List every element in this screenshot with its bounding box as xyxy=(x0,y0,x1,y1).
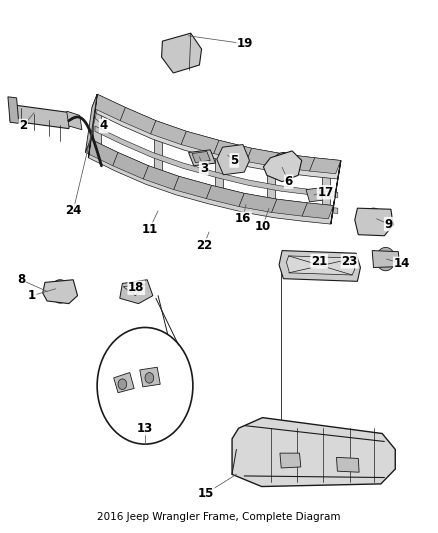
Text: 19: 19 xyxy=(237,37,253,50)
Circle shape xyxy=(282,174,285,178)
Text: 21: 21 xyxy=(311,255,327,268)
Polygon shape xyxy=(279,251,360,281)
Polygon shape xyxy=(93,112,101,144)
Text: 2016 Jeep Wrangler Frame, Complete Diagram: 2016 Jeep Wrangler Frame, Complete Diagr… xyxy=(97,512,341,522)
Circle shape xyxy=(290,164,293,168)
Polygon shape xyxy=(267,169,275,200)
Polygon shape xyxy=(214,140,252,161)
Polygon shape xyxy=(10,105,71,128)
Polygon shape xyxy=(154,140,162,171)
Polygon shape xyxy=(217,144,250,175)
Polygon shape xyxy=(114,373,134,393)
Circle shape xyxy=(56,286,64,297)
Polygon shape xyxy=(279,154,315,171)
Polygon shape xyxy=(88,139,333,224)
Polygon shape xyxy=(154,171,162,182)
Text: 18: 18 xyxy=(128,281,145,294)
Polygon shape xyxy=(322,206,329,218)
Polygon shape xyxy=(272,199,307,216)
Polygon shape xyxy=(306,188,322,202)
Circle shape xyxy=(273,164,277,168)
Polygon shape xyxy=(181,131,219,154)
Polygon shape xyxy=(92,94,125,120)
Polygon shape xyxy=(162,33,201,73)
Polygon shape xyxy=(322,176,329,206)
Circle shape xyxy=(127,283,141,299)
Text: 3: 3 xyxy=(200,162,208,175)
Text: 16: 16 xyxy=(235,212,251,225)
Text: 11: 11 xyxy=(141,223,158,236)
Text: 24: 24 xyxy=(65,204,81,217)
Polygon shape xyxy=(188,150,215,166)
Text: 8: 8 xyxy=(17,273,25,286)
Circle shape xyxy=(118,379,127,390)
Circle shape xyxy=(282,154,285,158)
Polygon shape xyxy=(95,142,338,214)
Text: 2: 2 xyxy=(19,119,27,133)
Polygon shape xyxy=(215,189,223,200)
Polygon shape xyxy=(85,139,118,166)
Polygon shape xyxy=(95,126,338,198)
Polygon shape xyxy=(286,256,355,275)
Polygon shape xyxy=(85,94,97,152)
Circle shape xyxy=(376,247,395,271)
Polygon shape xyxy=(302,203,333,219)
Polygon shape xyxy=(331,160,341,224)
Polygon shape xyxy=(232,418,395,487)
Text: 4: 4 xyxy=(99,119,108,133)
Polygon shape xyxy=(8,97,19,123)
Text: 23: 23 xyxy=(342,255,358,268)
Polygon shape xyxy=(263,151,302,182)
Polygon shape xyxy=(88,94,97,158)
Polygon shape xyxy=(355,208,393,236)
Polygon shape xyxy=(174,176,212,199)
Text: 5: 5 xyxy=(230,154,238,167)
Polygon shape xyxy=(310,158,341,174)
Polygon shape xyxy=(93,144,101,156)
Polygon shape xyxy=(140,367,160,387)
Polygon shape xyxy=(95,94,341,179)
Text: 17: 17 xyxy=(318,186,334,199)
Polygon shape xyxy=(215,158,223,189)
Polygon shape xyxy=(113,152,148,179)
Circle shape xyxy=(170,45,181,59)
Text: 10: 10 xyxy=(254,220,271,233)
Polygon shape xyxy=(192,151,210,163)
Circle shape xyxy=(225,149,241,168)
Polygon shape xyxy=(280,453,301,468)
Text: 6: 6 xyxy=(285,175,293,188)
Polygon shape xyxy=(143,166,179,190)
Polygon shape xyxy=(206,185,244,207)
Polygon shape xyxy=(67,111,82,130)
Polygon shape xyxy=(120,280,153,304)
Text: 13: 13 xyxy=(137,422,153,435)
Polygon shape xyxy=(247,148,284,167)
Polygon shape xyxy=(336,457,359,472)
Polygon shape xyxy=(239,193,277,213)
Polygon shape xyxy=(120,108,156,134)
Circle shape xyxy=(97,327,193,444)
Text: 15: 15 xyxy=(198,487,214,500)
Polygon shape xyxy=(267,200,275,212)
Circle shape xyxy=(187,43,197,55)
Text: 14: 14 xyxy=(394,257,410,270)
Polygon shape xyxy=(43,280,78,304)
Circle shape xyxy=(272,152,294,179)
Text: 1: 1 xyxy=(28,289,36,302)
Circle shape xyxy=(50,280,70,303)
Polygon shape xyxy=(372,251,399,268)
Text: 9: 9 xyxy=(385,217,393,231)
Polygon shape xyxy=(123,284,145,296)
Circle shape xyxy=(145,373,154,383)
Text: 22: 22 xyxy=(196,239,212,252)
Circle shape xyxy=(363,208,385,235)
Polygon shape xyxy=(151,120,186,144)
